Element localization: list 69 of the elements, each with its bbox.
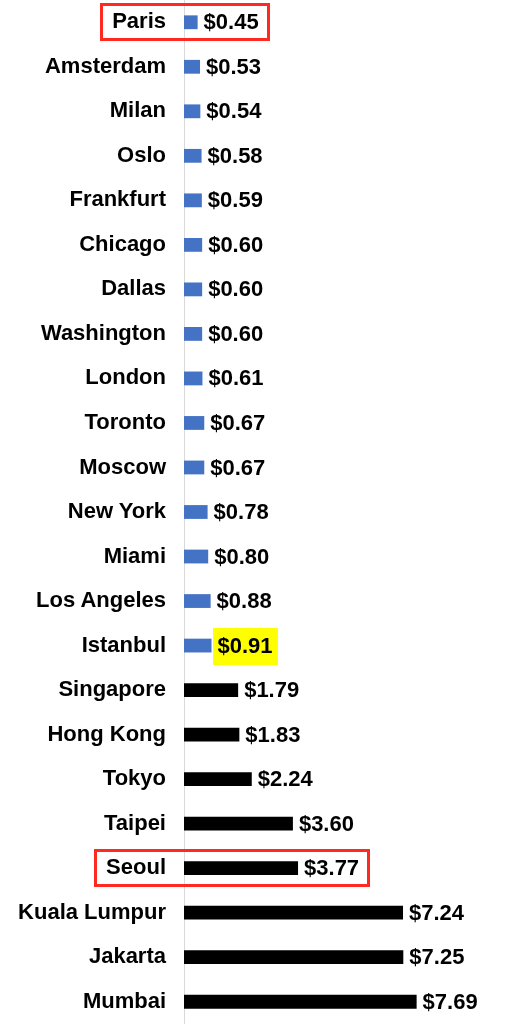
y-tick-label: Moscow: [79, 453, 167, 479]
bar: [184, 237, 203, 252]
bar: [184, 282, 203, 297]
data-label: $0.67: [210, 410, 266, 436]
data-label: $0.67: [210, 454, 266, 480]
y-tick-label: Amsterdam: [44, 52, 166, 78]
y-tick-label: Taipei: [104, 809, 166, 835]
data-label: $2.24: [257, 766, 314, 792]
data-label: $1.79: [244, 677, 300, 703]
bar: [184, 772, 252, 787]
data-label: $0.60: [208, 276, 264, 302]
y-tick-label: Tokyo: [102, 765, 166, 791]
data-label: $0.78: [213, 499, 269, 525]
data-label: $0.91: [217, 632, 273, 658]
bar: [184, 638, 212, 653]
y-tick-label: Oslo: [117, 141, 166, 167]
y-tick-label: Mumbai: [82, 987, 166, 1013]
data-label: $0.59: [207, 187, 263, 213]
data-label: $3.77: [304, 855, 360, 881]
bar: [184, 549, 209, 564]
data-label: $7.24: [409, 899, 465, 925]
y-tick-label: Toronto: [84, 409, 166, 435]
data-label: $1.83: [245, 721, 301, 747]
bar: [184, 994, 417, 1009]
y-tick-label: London: [85, 364, 166, 390]
bar: [184, 327, 203, 341]
y-tick-label: Miami: [103, 542, 166, 568]
data-label: $0.61: [208, 365, 264, 391]
data-label: $0.45: [203, 9, 259, 35]
y-tick-label: Singapore: [58, 676, 166, 702]
bar: [184, 193, 202, 208]
y-tick-label: Kuala Lumpur: [18, 898, 167, 924]
y-tick-label: Dallas: [101, 275, 166, 301]
bar: [184, 816, 293, 831]
y-tick-label: Istanbul: [81, 631, 166, 657]
bar: [184, 59, 201, 74]
data-label: $3.60: [298, 810, 354, 836]
bar: [184, 683, 239, 697]
y-tick-label: Frankfurt: [69, 186, 167, 212]
y-tick-label: Milan: [109, 97, 166, 123]
bar: [184, 15, 198, 30]
bar: [184, 905, 404, 920]
y-tick-label: Jakarta: [88, 943, 167, 969]
bar: [184, 727, 240, 742]
y-tick-label: Los Angeles: [36, 587, 166, 613]
data-label: $0.60: [208, 231, 264, 257]
y-tick-label: New York: [67, 498, 167, 524]
bar: [184, 594, 211, 608]
data-label: $0.80: [214, 543, 270, 569]
bar: [184, 460, 205, 475]
data-label: $0.60: [208, 320, 264, 346]
bar: [184, 371, 203, 386]
bar: [184, 861, 299, 876]
bar: [184, 148, 202, 163]
data-label: $0.54: [206, 98, 263, 124]
data-label: $0.58: [207, 142, 263, 168]
y-tick-label: Chicago: [79, 230, 166, 256]
y-tick-label: Paris: [112, 8, 166, 34]
bar: [184, 505, 208, 519]
data-label: $7.69: [422, 988, 478, 1014]
y-tick-label: Seoul: [106, 854, 166, 880]
y-tick-label: Washington: [40, 319, 166, 345]
data-label: $0.53: [206, 53, 262, 79]
bar: [184, 104, 201, 119]
data-label: $7.25: [409, 944, 465, 970]
bar: [184, 950, 404, 965]
bar: [184, 416, 205, 430]
y-tick-label: Hong Kong: [47, 720, 166, 746]
data-label: $0.88: [216, 588, 272, 614]
